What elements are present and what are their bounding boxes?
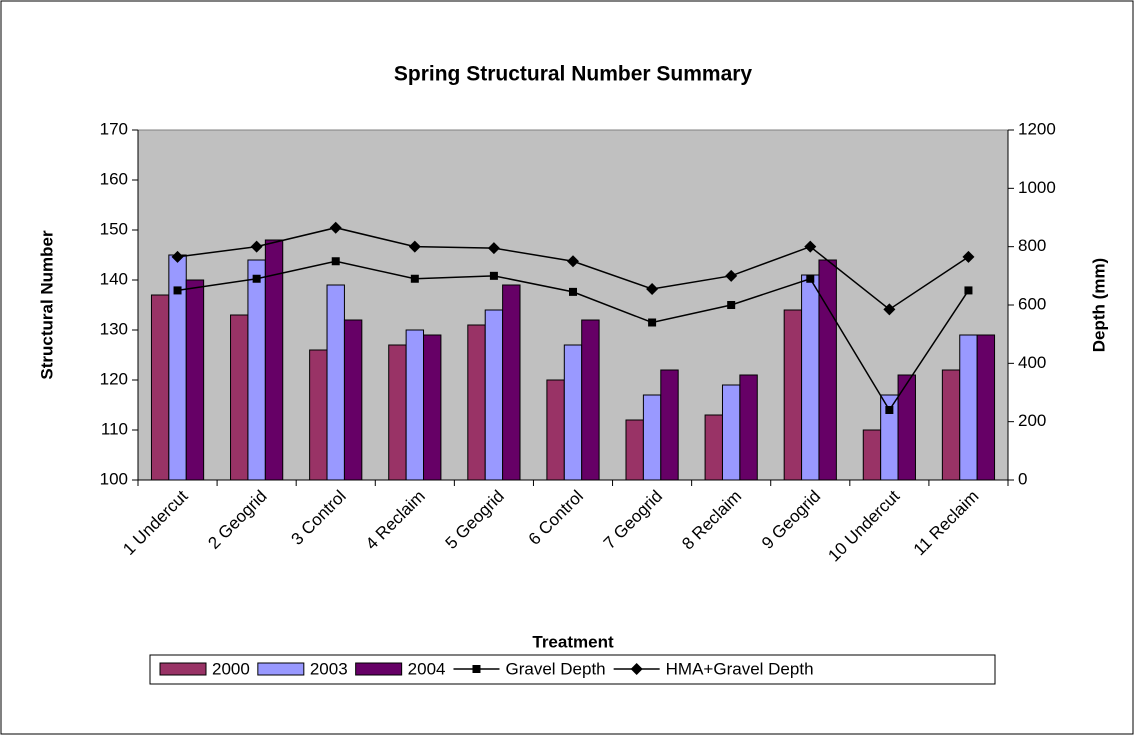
- y2-tick-label: 400: [1018, 353, 1046, 372]
- line-marker: [806, 274, 815, 283]
- line-marker: [487, 242, 500, 255]
- bar: [660, 369, 679, 481]
- bar: [976, 334, 996, 481]
- y-tick-label: 140: [100, 269, 128, 288]
- bar: [862, 429, 882, 481]
- bar: [467, 324, 486, 481]
- legend-label: Gravel Depth: [505, 659, 605, 678]
- bar: [581, 319, 600, 481]
- bar: [484, 309, 504, 481]
- line-marker: [885, 406, 894, 414]
- line-marker: [646, 282, 659, 295]
- legend-marker: [630, 663, 643, 675]
- line-marker: [173, 286, 182, 295]
- bar: [704, 414, 723, 481]
- line-marker: [964, 286, 973, 295]
- y-tick-label: 170: [100, 119, 128, 138]
- bar: [642, 394, 662, 481]
- bar: [502, 284, 521, 481]
- line-marker: [962, 250, 975, 263]
- bar: [959, 334, 978, 481]
- line-marker: [648, 318, 657, 327]
- chart-title: Spring Structural Number Summary: [394, 63, 753, 86]
- legend-label: HMA+Gravel Depth: [666, 659, 814, 678]
- line-marker: [804, 240, 817, 253]
- bar: [309, 349, 328, 481]
- y-tick-label: 100: [100, 469, 128, 488]
- bar: [625, 419, 644, 481]
- y-tick-label: 130: [100, 319, 128, 338]
- line-marker: [569, 287, 577, 296]
- bar: [343, 319, 363, 481]
- line-marker: [883, 303, 896, 316]
- line-marker: [329, 221, 342, 234]
- legend-swatch: [257, 662, 305, 676]
- y2-tick-label: 200: [1018, 411, 1046, 430]
- legend-label: 2003: [310, 659, 348, 678]
- line-marker: [250, 240, 263, 253]
- bar: [818, 259, 837, 481]
- bar: [388, 344, 407, 481]
- y2-tick-label: 1200: [1018, 119, 1056, 138]
- line-marker: [408, 240, 421, 253]
- line-marker: [489, 271, 498, 280]
- legend-marker: [472, 665, 481, 673]
- bar: [405, 329, 425, 481]
- y-axis-title: Structural Number: [37, 230, 56, 380]
- bar: [941, 369, 961, 481]
- bar: [150, 294, 170, 481]
- bar: [423, 334, 442, 481]
- legend-swatch: [159, 662, 207, 676]
- bar: [546, 379, 565, 481]
- y-tick-label: 110: [101, 419, 128, 438]
- line-marker: [410, 274, 419, 283]
- y-tick-label: 160: [100, 169, 128, 188]
- y2-tick-label: 0: [1018, 469, 1027, 488]
- y2-tick-label: 1000: [1018, 178, 1056, 197]
- y2-axis-title: Depth (mm): [1089, 258, 1108, 352]
- bar: [801, 274, 820, 481]
- bar: [739, 374, 758, 481]
- bar: [563, 344, 583, 481]
- y2-tick-label: 800: [1018, 236, 1046, 255]
- bar: [783, 309, 803, 481]
- bar: [185, 279, 205, 481]
- y-tick-label: 150: [100, 219, 128, 238]
- legend-swatch: [355, 662, 403, 676]
- line-marker: [171, 250, 184, 263]
- bar: [247, 259, 266, 481]
- y-tick-label: 120: [100, 369, 128, 388]
- legend-label: 2004: [408, 659, 446, 678]
- legend-label: 2000: [212, 659, 250, 678]
- bar: [897, 374, 916, 481]
- y2-tick-label: 600: [1018, 294, 1046, 313]
- x-axis-title: Treatment: [532, 632, 614, 651]
- bar: [721, 384, 741, 481]
- bar: [326, 284, 345, 481]
- line-marker: [331, 257, 340, 266]
- line-marker: [567, 255, 579, 268]
- bar: [264, 239, 284, 481]
- line-marker: [252, 274, 261, 283]
- bar: [230, 314, 249, 481]
- line-marker: [727, 301, 736, 309]
- line-marker: [725, 269, 738, 282]
